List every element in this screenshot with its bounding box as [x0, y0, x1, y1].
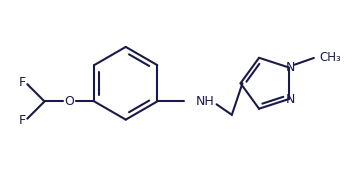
Text: NH: NH: [196, 95, 214, 108]
Text: F: F: [19, 114, 26, 127]
Text: N: N: [285, 61, 295, 74]
Text: F: F: [19, 76, 26, 89]
Text: N: N: [285, 93, 295, 106]
Text: O: O: [64, 95, 74, 108]
Text: CH₃: CH₃: [320, 51, 341, 64]
